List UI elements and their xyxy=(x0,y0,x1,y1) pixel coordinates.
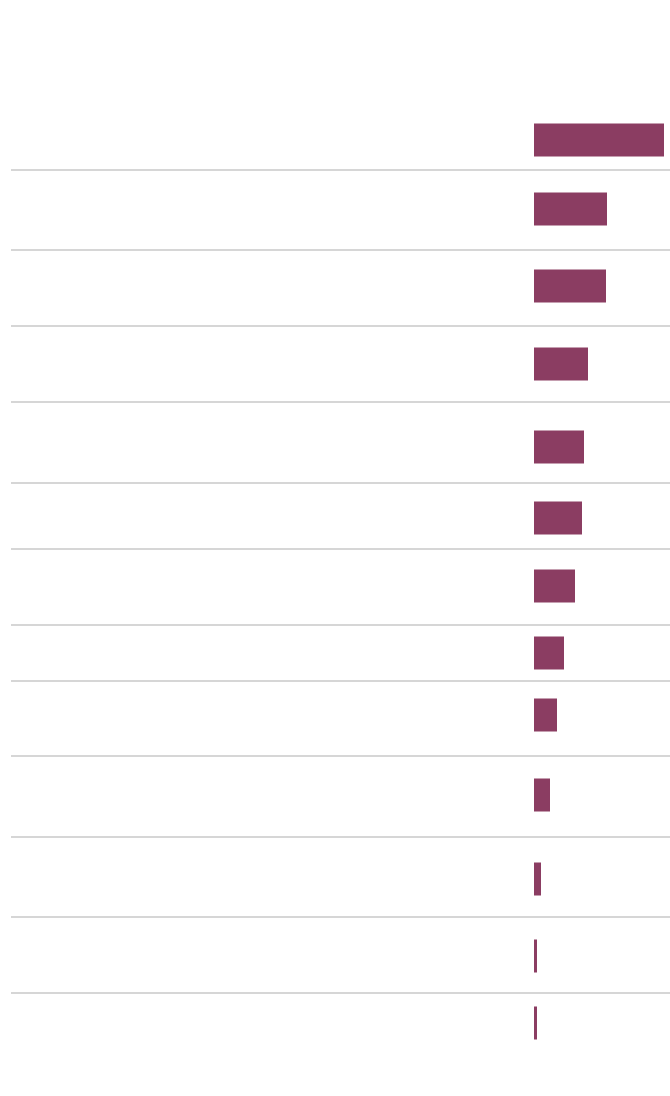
bar xyxy=(534,698,557,732)
bar xyxy=(534,123,664,157)
bar xyxy=(534,862,541,896)
bar xyxy=(534,636,564,670)
bar xyxy=(534,192,607,226)
bar xyxy=(534,501,582,535)
bar xyxy=(534,347,588,381)
bar xyxy=(534,269,606,303)
bar xyxy=(534,1006,537,1040)
bar xyxy=(534,430,584,464)
bar xyxy=(534,569,575,603)
bar xyxy=(534,778,550,812)
bar xyxy=(534,939,537,973)
